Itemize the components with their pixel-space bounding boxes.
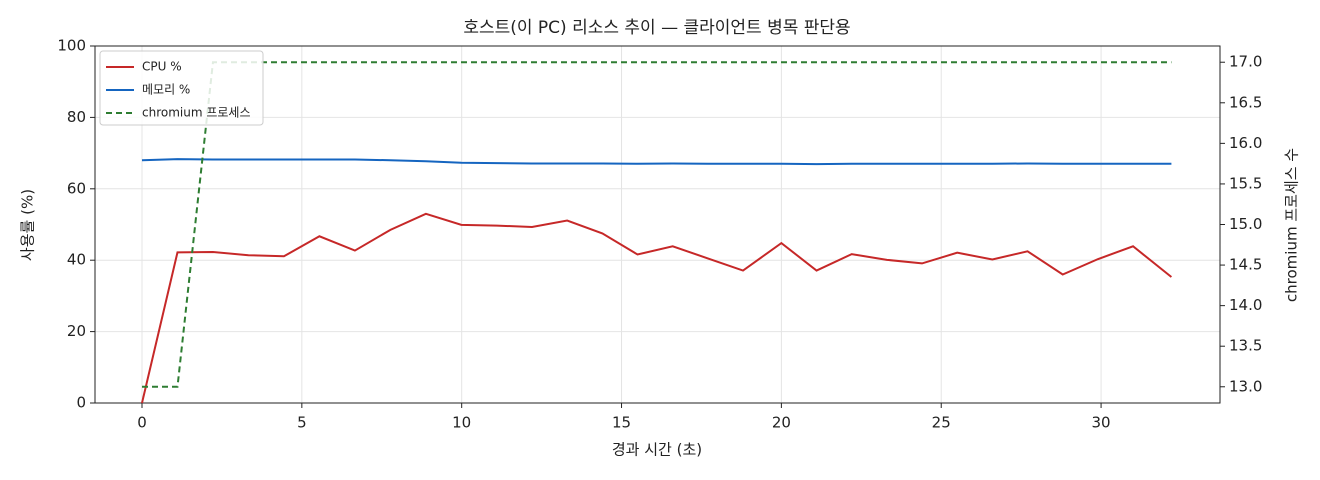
y-tick-label: 80 [67, 108, 86, 126]
x-tick-label: 25 [932, 414, 951, 432]
y-tick-label: 40 [67, 251, 86, 269]
data-line [141, 212, 1173, 404]
legend-label: 메모리 % [142, 83, 190, 97]
chart-title: 호스트(이 PC) 리소스 추이 — 클라이언트 병목 판단용 [463, 18, 850, 38]
y2-tick-label: 14.5 [1229, 256, 1262, 274]
y2-tick-label: 13.0 [1229, 377, 1262, 395]
y-tick-label: 20 [67, 322, 86, 340]
x-tick-label: 30 [1092, 414, 1111, 432]
x-tick-label: 5 [297, 414, 307, 432]
legend-label: chromium 프로세스 [142, 106, 251, 120]
x-tick-label: 0 [137, 414, 147, 432]
y-axis-label: 사용률 (%) [19, 189, 37, 261]
data-line [141, 61, 1172, 388]
y2-tick-label: 15.0 [1229, 215, 1262, 233]
legend-label: CPU % [142, 60, 182, 74]
y2-tick-label: 17.0 [1229, 53, 1262, 71]
x-tick-label: 15 [612, 414, 631, 432]
y2-axis-label: chromium 프로세스 수 [1283, 148, 1301, 302]
legend-box [99, 50, 264, 126]
y2-tick-label: 14.0 [1229, 296, 1262, 314]
y2-tick-label: 16.0 [1229, 134, 1262, 152]
plot-frame [94, 45, 1221, 404]
y2-tick-label: 16.5 [1229, 93, 1262, 111]
y-tick-label: 60 [67, 179, 86, 197]
y2-tick-label: 15.5 [1229, 174, 1262, 192]
x-tick-label: 20 [772, 414, 791, 432]
y-tick-label: 100 [57, 37, 86, 55]
y2-tick-label: 13.5 [1229, 337, 1262, 355]
y-tick-label: 0 [76, 394, 86, 412]
x-tick-label: 10 [452, 414, 471, 432]
data-line [141, 158, 1172, 166]
x-axis-label: 경과 시간 (초) [612, 441, 702, 459]
